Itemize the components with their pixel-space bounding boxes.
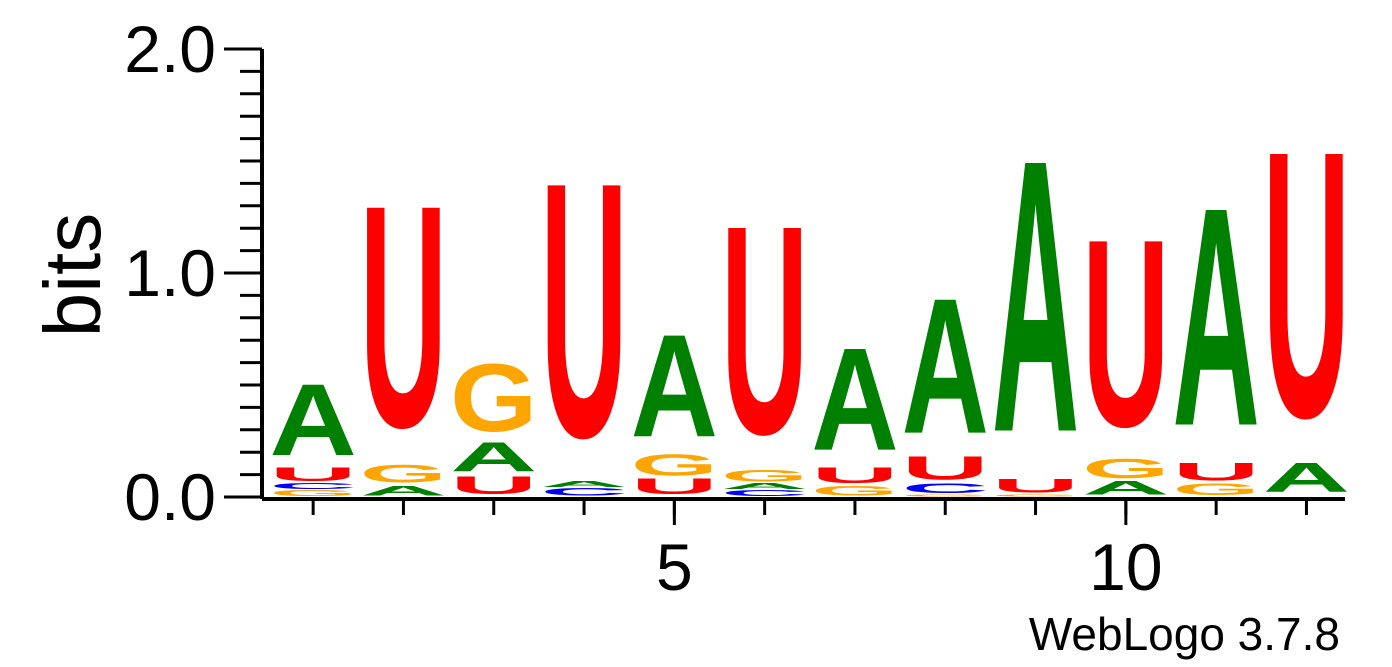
y-axis-label: bits: [28, 213, 117, 338]
logo-letter-a: A: [992, 79, 1079, 514]
logo-letter-u: U: [902, 450, 989, 487]
logo-letter-u: U: [360, 139, 447, 493]
logo-letter-u: U: [992, 475, 1079, 496]
logo-letter-u: U: [540, 107, 627, 514]
logo-letter-g: G: [721, 466, 808, 485]
y-tick-label: 2.0: [124, 12, 216, 86]
logo-letter-g: G: [1082, 453, 1169, 484]
logo-letter-a: A: [1173, 144, 1260, 492]
logo-letter-a: A: [270, 363, 357, 477]
logo-letter-u: U: [450, 472, 537, 500]
logo-letter-u: U: [1263, 71, 1350, 497]
logo-letter-c: C: [902, 481, 989, 496]
logo-letter-u: U: [270, 464, 357, 485]
logo-letter-a: A: [1263, 455, 1350, 501]
logo-letter-g: G: [270, 488, 357, 497]
logo-letter-g: G: [992, 494, 1079, 497]
logo-letter-c: C: [270, 482, 357, 491]
weblogo-credit: WebLogo 3.7.8: [1029, 608, 1340, 660]
logo-letter-a: A: [1082, 477, 1169, 498]
x-tick-label: 10: [1089, 530, 1162, 604]
logo-letter-c: C: [540, 486, 627, 498]
logo-letter-a: A: [540, 480, 627, 489]
logo-axes: [224, 47, 1345, 525]
logo-letter-g: G: [360, 460, 447, 488]
logo-letter-a: A: [450, 435, 537, 481]
x-tick-label: 5: [656, 530, 693, 604]
logo-letter-u: U: [1173, 458, 1260, 486]
logo-letter-u: U: [811, 463, 898, 488]
logo-letter-u: U: [631, 474, 718, 499]
y-tick-label: 0.0: [124, 460, 216, 534]
logo-letter-a: A: [811, 319, 898, 481]
logo-letter-c: C: [721, 489, 808, 498]
logo-letter-a: A: [631, 305, 718, 467]
logo-letter-g: G: [811, 483, 898, 498]
logo-letter-u: U: [1082, 183, 1169, 482]
logo-letter-a: A: [902, 259, 989, 475]
logo-letter-u: U: [721, 164, 808, 497]
logo-letter-a: A: [721, 482, 808, 491]
logo-letter-g: G: [902, 494, 989, 497]
y-tick-label: 1.0: [124, 236, 216, 310]
logo-letter-g: G: [1173, 480, 1260, 499]
logo-letter-g: G: [450, 344, 537, 452]
logo-letter-a: A: [360, 483, 447, 498]
logo-letter-g: G: [631, 448, 718, 482]
